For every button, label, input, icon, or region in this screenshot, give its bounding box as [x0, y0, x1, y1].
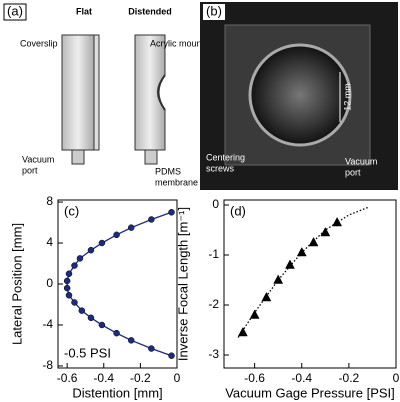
- data-point: [332, 216, 343, 227]
- lens: [248, 43, 352, 147]
- data-point: [113, 329, 120, 337]
- y-tick-label: -8: [42, 358, 53, 372]
- panel-label: (d): [230, 203, 246, 218]
- panel-b: (b) 12 mm Centering screws Vacuum port: [200, 2, 398, 190]
- data-point: [71, 299, 78, 306]
- data-point: [113, 231, 120, 239]
- data-point: [168, 352, 175, 359]
- data-point: [98, 321, 106, 329]
- panel-label: (a): [7, 3, 23, 18]
- x-tick-label: -0.6: [244, 371, 265, 385]
- port: [144, 149, 158, 165]
- data-point: [65, 270, 73, 278]
- plot-frame: [223, 199, 397, 369]
- x-axis-label: Distention [mm]: [72, 385, 162, 400]
- coverslip: [93, 34, 100, 151]
- y-tick-label: -1: [208, 247, 219, 261]
- x-axis-label: Vacuum Gage Pressure [PSI]: [225, 385, 395, 400]
- data-point: [87, 314, 95, 322]
- x-tick-label: 0: [393, 371, 400, 385]
- data-point: [71, 262, 78, 269]
- x-tick-label: -0.2: [339, 371, 360, 385]
- label-box: [203, 4, 225, 20]
- callout: membrane: [155, 177, 198, 187]
- callout: port: [345, 167, 361, 177]
- data-point: [148, 216, 155, 223]
- callout: Acrylic mount: [150, 38, 205, 48]
- plot-frame: [57, 199, 178, 369]
- scale-label: 12 mm: [342, 83, 352, 111]
- x-tick-label: 0: [174, 371, 181, 385]
- y-axis-label: Inverse Focal Length [m⁻¹]: [175, 207, 190, 361]
- acrylic-block: [134, 34, 166, 151]
- panel-label: (c): [64, 203, 79, 218]
- data-point: [168, 209, 175, 216]
- data-point: [285, 259, 295, 269]
- y-tick-label: 0: [46, 276, 53, 290]
- y-tick-label: 0: [212, 197, 219, 211]
- y-tick-label: -4: [42, 317, 53, 331]
- y-tick-label: 8: [46, 194, 53, 208]
- data-point: [78, 307, 86, 314]
- x-tick-label: -0.4: [93, 371, 114, 385]
- x-tick-label: -0.4: [291, 371, 312, 385]
- annotation: -0.5 PSI: [64, 345, 111, 360]
- panel-label: (b): [206, 3, 222, 18]
- data-point: [63, 284, 71, 292]
- data-point: [127, 337, 135, 344]
- x-tick-label: -0.6: [57, 371, 78, 385]
- x-tick-label: -0.2: [130, 371, 151, 385]
- data-point: [148, 345, 155, 352]
- label-box: [3, 3, 27, 21]
- acrylic-block: [61, 34, 95, 151]
- data-point: [87, 246, 95, 254]
- membrane: [157, 74, 166, 111]
- callout: Coverslip: [20, 38, 58, 48]
- y-tick-label: -3: [208, 347, 219, 361]
- heading: Distended: [128, 6, 172, 16]
- callout: Vacuum: [345, 156, 377, 166]
- y-axis-label: Lateral Position [mm]: [9, 223, 24, 345]
- data-point: [296, 246, 307, 257]
- data-point: [65, 292, 73, 299]
- data-point: [249, 309, 260, 319]
- panel-a: (a) Flat Distended Coverslip Acrylic mou…: [3, 3, 205, 187]
- data-point: [127, 224, 135, 231]
- data-point: [320, 226, 331, 237]
- callout: Vacuum: [22, 154, 54, 164]
- y-tick-label: -2: [208, 297, 219, 311]
- data-point: [98, 239, 106, 247]
- y-tick-label: 4: [46, 235, 53, 249]
- port: [71, 149, 85, 165]
- callout: screws: [206, 163, 235, 173]
- callout: Centering: [206, 152, 245, 162]
- heading: Flat: [76, 6, 92, 16]
- data-point: [76, 255, 84, 262]
- data-point: [237, 326, 248, 337]
- callout: port: [22, 165, 38, 175]
- data-point: [63, 277, 71, 285]
- data-line: [237, 206, 368, 338]
- callout: PDMS: [155, 166, 181, 176]
